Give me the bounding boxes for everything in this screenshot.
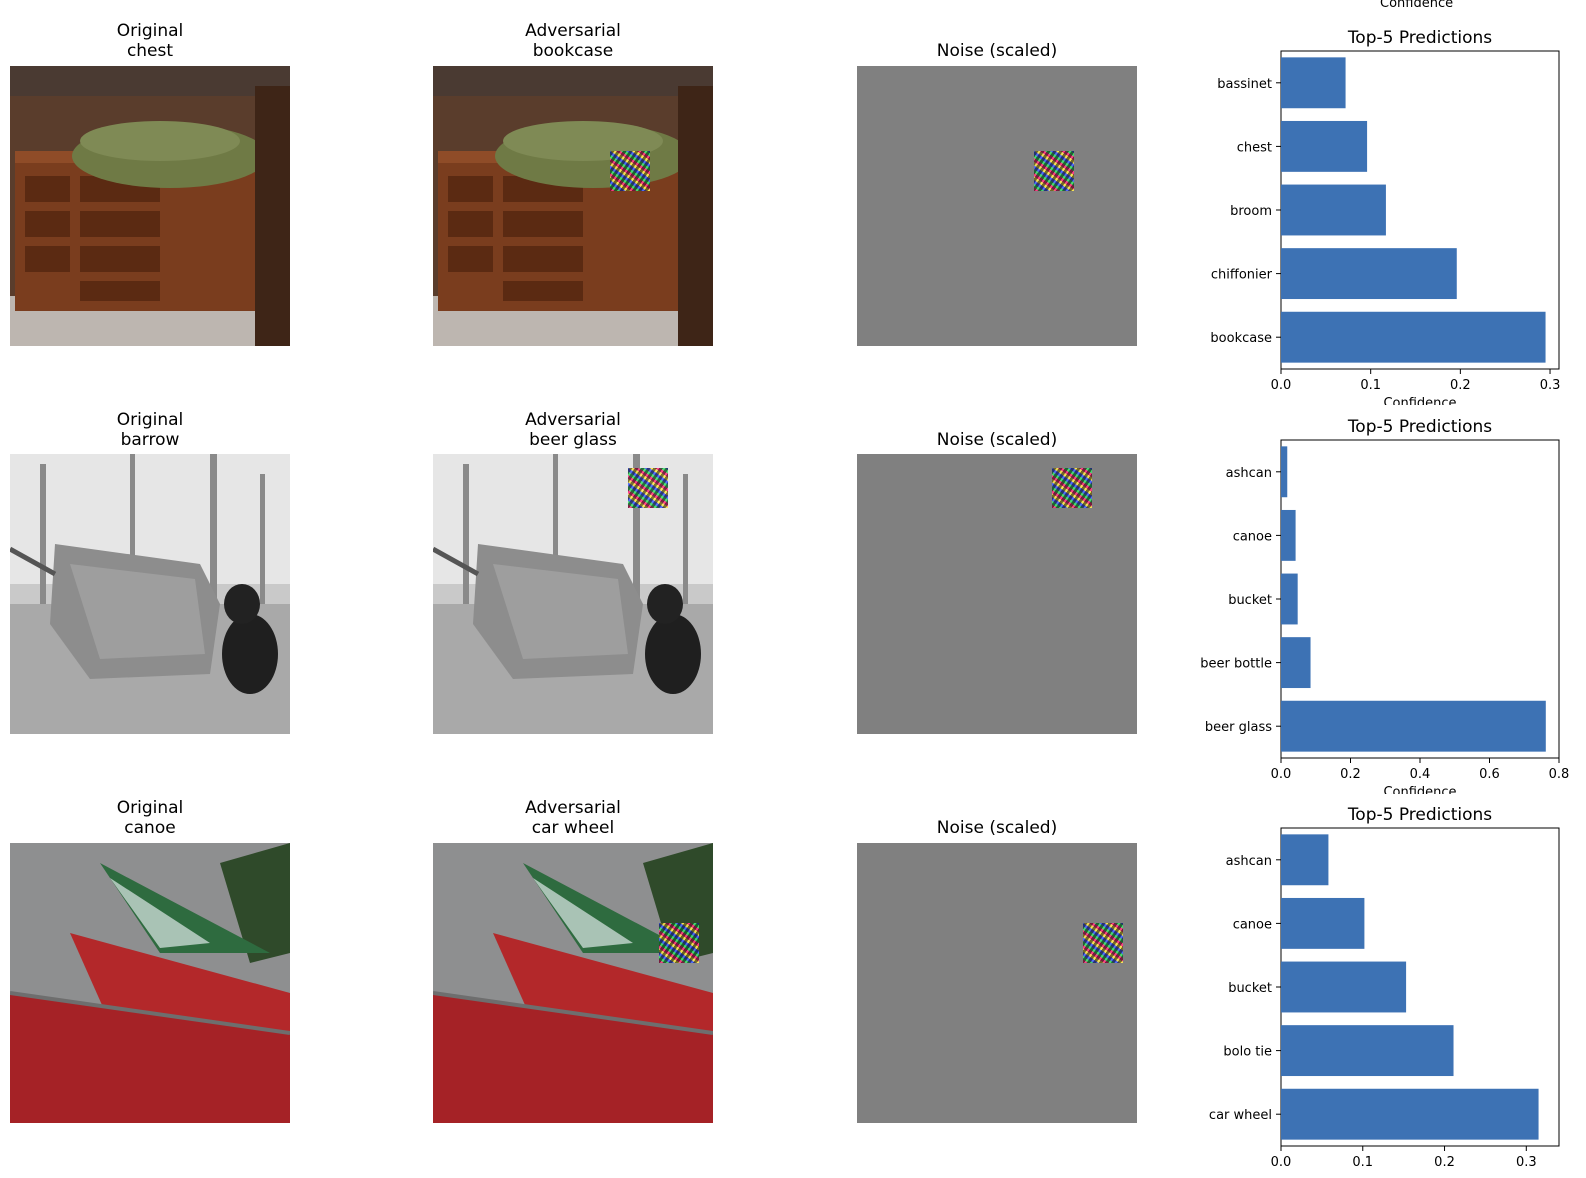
x-tick-label: 0.0 xyxy=(1271,767,1292,782)
top5-chart-row3: Top-5 Predictions car wheel bolo tie bucket… xyxy=(1209,805,1560,1170)
noise-patch xyxy=(1083,923,1123,963)
x-tick-label: 0.1 xyxy=(1352,1155,1373,1170)
x-tick-label: 0.2 xyxy=(1450,378,1471,393)
y-tick-label: canoe xyxy=(1233,917,1272,932)
bar xyxy=(1281,57,1346,109)
y-tick-label: bucket xyxy=(1228,593,1272,608)
noise-patch xyxy=(1034,151,1074,191)
x-tick-label: 0.2 xyxy=(1340,767,1361,782)
bar xyxy=(1281,446,1288,498)
original-title-row1: Original chest xyxy=(116,21,184,61)
adversarial-image-car-wheel xyxy=(433,843,713,1123)
adversarial-patch xyxy=(610,151,650,191)
adversarial-patch xyxy=(659,923,699,963)
bar xyxy=(1281,834,1329,886)
x-tick-label: 0.3 xyxy=(1540,378,1561,393)
bar xyxy=(1281,120,1368,172)
top5-chart-row1: Top-5 Predictions bookcase chiffonier broom… xyxy=(1210,28,1561,405)
bar xyxy=(1281,961,1407,1013)
chart-title: Top-5 Predictions xyxy=(1347,805,1492,825)
adversarial-title-row1: Adversarial bookcase xyxy=(525,21,621,61)
x-axis-label: Confidence xyxy=(1383,785,1456,794)
adversarial-image-beer-glass xyxy=(433,454,713,734)
x-tick-label: 0.2 xyxy=(1434,1155,1455,1170)
original-image-barrow xyxy=(10,454,290,734)
x-tick-label: 0.6 xyxy=(1479,767,1500,782)
noise-title-row1: Noise (scaled) xyxy=(936,41,1058,61)
y-tick-label: ashcan xyxy=(1226,466,1272,481)
bar xyxy=(1281,637,1311,689)
noise-image-row2 xyxy=(857,454,1137,734)
noise-image-row3 xyxy=(857,843,1137,1123)
adversarial-title-row2: Adversarial beer glass xyxy=(525,410,621,450)
y-tick-label: chiffonier xyxy=(1211,268,1273,283)
original-image-canoe xyxy=(10,843,290,1123)
original-title-row2: Original barrow xyxy=(116,410,184,450)
y-tick-label: bookcase xyxy=(1210,331,1272,346)
bar xyxy=(1281,897,1365,949)
x-tick-label: 0.1 xyxy=(1360,378,1381,393)
bar xyxy=(1281,184,1386,236)
x-tick-label: 0.0 xyxy=(1271,378,1292,393)
x-tick-label: 0.4 xyxy=(1410,767,1431,782)
y-tick-label: broom xyxy=(1230,204,1272,219)
y-tick-label: chest xyxy=(1237,140,1272,155)
x-tick-label: 0.8 xyxy=(1549,767,1570,782)
y-tick-label: bucket xyxy=(1228,981,1272,996)
y-tick-label: bassinet xyxy=(1217,77,1272,92)
adversarial-title-row3: Adversarial car wheel xyxy=(525,798,621,838)
x-tick-label: 0.0 xyxy=(1271,1155,1292,1170)
y-tick-label: car wheel xyxy=(1209,1108,1272,1123)
chart-title: Top-5 Predictions xyxy=(1347,417,1492,437)
bar xyxy=(1281,311,1546,363)
adversarial-image-bookcase xyxy=(433,66,713,346)
clipped-axis-label: Confidence xyxy=(1380,0,1454,11)
adversarial-patch xyxy=(628,468,668,508)
noise-image-row1 xyxy=(857,66,1137,346)
y-tick-label: canoe xyxy=(1233,529,1272,544)
noise-patch xyxy=(1052,468,1092,508)
y-tick-label: ashcan xyxy=(1226,854,1272,869)
bar xyxy=(1281,509,1296,561)
bar xyxy=(1281,1025,1454,1077)
noise-title-row3: Noise (scaled) xyxy=(936,818,1058,838)
original-image-chest xyxy=(10,66,290,346)
bar xyxy=(1281,700,1546,752)
y-tick-label: bolo tie xyxy=(1223,1045,1272,1060)
chart-title: Top-5 Predictions xyxy=(1347,28,1492,48)
y-tick-label: beer bottle xyxy=(1200,657,1272,672)
bar xyxy=(1281,573,1298,625)
x-tick-label: 0.3 xyxy=(1516,1155,1537,1170)
y-tick-label: beer glass xyxy=(1205,720,1272,735)
bar xyxy=(1281,1088,1539,1140)
original-title-row3: Original canoe xyxy=(116,798,184,838)
x-axis-label: Confidence xyxy=(1383,396,1456,405)
top5-chart-row2: Top-5 Predictions beer glass beer bottle bu… xyxy=(1200,417,1570,794)
noise-title-row2: Noise (scaled) xyxy=(936,430,1058,450)
bar xyxy=(1281,248,1457,300)
